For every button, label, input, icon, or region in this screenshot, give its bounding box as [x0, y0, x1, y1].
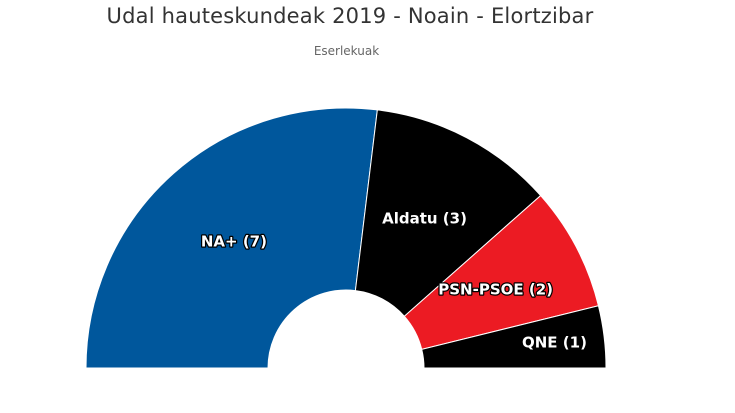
slice-label-qne: QNE (1)	[522, 334, 587, 352]
slice-label-aldatu: Aldatu (3)	[382, 209, 467, 227]
slice-qne[interactable]	[421, 305, 607, 369]
slices-group	[85, 107, 607, 369]
slice-label-psn-psoe: PSN-PSOE (2)	[438, 280, 553, 298]
labels-group: NA+ (7) Aldatu (3) PSN-PSOE (2) QNE (1)	[200, 208, 589, 353]
chart-title: Udal hauteskundeak 2019 - Noain - Elortz…	[106, 4, 594, 28]
chart-subtitle: Eserlekuak	[313, 44, 380, 58]
slice-aldatu[interactable]	[354, 109, 542, 317]
slice-na[interactable]	[85, 107, 378, 369]
slice-label-na: NA+ (7)	[201, 233, 267, 251]
